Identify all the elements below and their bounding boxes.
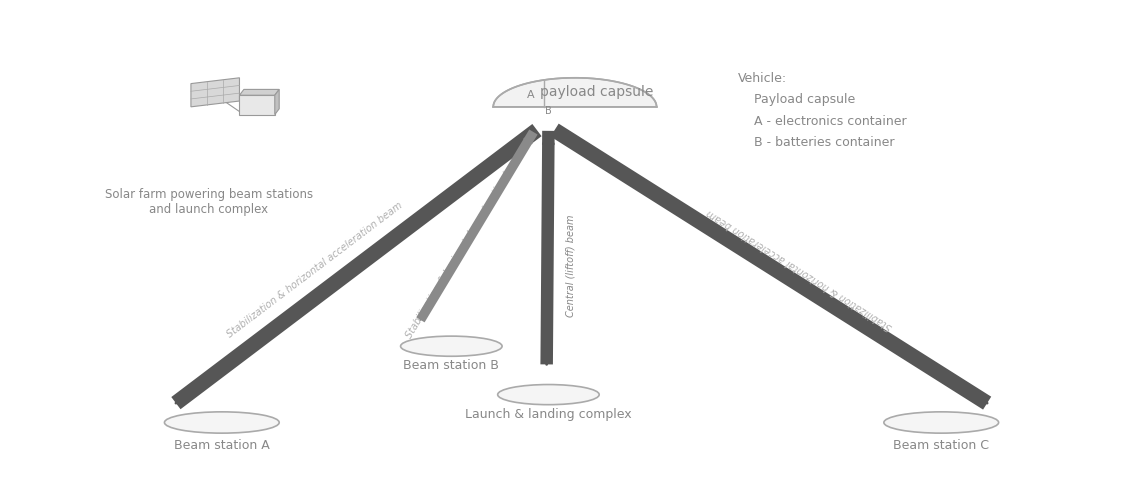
Polygon shape [274, 90, 279, 115]
Ellipse shape [401, 336, 502, 356]
Polygon shape [239, 95, 274, 115]
Ellipse shape [164, 412, 279, 433]
Text: Beam station B: Beam station B [403, 359, 499, 372]
Ellipse shape [884, 412, 999, 433]
Polygon shape [239, 90, 279, 95]
Polygon shape [493, 78, 656, 107]
Text: Launch & landing complex: Launch & landing complex [465, 408, 632, 421]
Text: Stabilization & horizontal acceleration beam: Stabilization & horizontal acceleration … [404, 149, 525, 340]
Text: Beam station C: Beam station C [893, 439, 990, 452]
Text: B - batteries container: B - batteries container [754, 136, 894, 149]
Polygon shape [191, 78, 239, 107]
Text: payload capsule: payload capsule [540, 85, 654, 99]
Ellipse shape [498, 384, 599, 405]
Text: B: B [546, 107, 551, 117]
Text: Beam station A: Beam station A [174, 439, 270, 452]
Text: Stabilization & horizontal acceleration beam: Stabilization & horizontal acceleration … [224, 200, 404, 339]
Text: Payload capsule: Payload capsule [754, 93, 855, 106]
Text: Vehicle:: Vehicle: [738, 72, 787, 85]
Text: Stabilization & horizontal acceleration beam: Stabilization & horizontal acceleration … [705, 207, 894, 332]
Text: Central (liftoff) beam: Central (liftoff) beam [565, 214, 575, 317]
Text: A - electronics container: A - electronics container [754, 115, 907, 128]
Text: Solar farm powering beam stations
and launch complex: Solar farm powering beam stations and la… [105, 188, 312, 216]
Text: A: A [527, 90, 534, 100]
